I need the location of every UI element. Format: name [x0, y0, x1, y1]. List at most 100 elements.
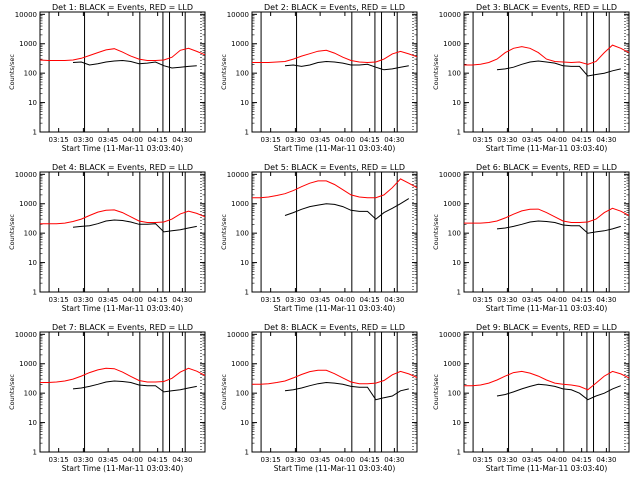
- x-axis-title: Start Time (11-Mar-11 03:03:40): [486, 464, 608, 473]
- x-tick-label: 03:30: [285, 296, 305, 304]
- x-tick-label: 03:30: [285, 136, 305, 144]
- x-tick-label: 03:15: [49, 296, 69, 304]
- y-tick-label: 1: [457, 129, 461, 137]
- y-tick-label: 100: [448, 70, 461, 78]
- x-axis-title: Start Time (11-Mar-11 03:03:40): [274, 144, 396, 153]
- y-tick-label: 10000: [439, 171, 461, 179]
- x-tick-label: 04:00: [335, 136, 355, 144]
- x-tick-label: 03:45: [522, 456, 542, 464]
- y-tick-label: 10: [452, 99, 461, 107]
- x-tick-label: 04:00: [547, 136, 567, 144]
- y-tick-label: 10000: [15, 11, 37, 19]
- y-tick-label: 10: [240, 419, 249, 427]
- x-tick-label: 03:30: [497, 456, 517, 464]
- x-tick-label: 04:00: [335, 456, 355, 464]
- y-tick-label: 10000: [439, 331, 461, 339]
- lld-series-line: [464, 44, 630, 66]
- y-axis-title: Counts/sec: [220, 54, 228, 90]
- y-tick-label: 1000: [231, 360, 249, 368]
- x-tick-label: 03:45: [98, 296, 118, 304]
- x-tick-label: 04:15: [572, 136, 592, 144]
- x-tick-label: 04:00: [123, 296, 143, 304]
- x-tick-label: 04:15: [360, 296, 380, 304]
- plot-frame: [251, 171, 418, 293]
- x-tick-label: 04:15: [148, 456, 168, 464]
- y-tick-label: 10: [452, 259, 461, 267]
- y-tick-label: 10: [452, 419, 461, 427]
- events-series-line: [496, 220, 621, 234]
- x-tick-label: 03:45: [310, 296, 330, 304]
- plot-frame: [39, 11, 206, 133]
- x-axis-title: Start Time (11-Mar-11 03:03:40): [486, 144, 608, 153]
- x-tick-label: 03:30: [73, 296, 93, 304]
- x-tick-label: 03:30: [73, 456, 93, 464]
- y-tick-label: 1: [33, 289, 37, 297]
- y-axis-title: Counts/sec: [8, 214, 16, 250]
- y-axis-title: Counts/sec: [8, 374, 16, 410]
- y-axis-title: Counts/sec: [432, 214, 440, 250]
- y-axis-title: Counts/sec: [8, 54, 16, 90]
- y-tick-label: 1000: [231, 200, 249, 208]
- plot-title: Det 8: BLACK = Events, RED = LLD: [264, 323, 405, 332]
- events-series-line: [72, 380, 197, 393]
- y-tick-label: 10: [240, 99, 249, 107]
- x-tick-label: 04:15: [148, 296, 168, 304]
- x-tick-label: 03:30: [73, 136, 93, 144]
- y-tick-label: 100: [24, 230, 37, 238]
- x-tick-label: 04:30: [172, 136, 192, 144]
- y-tick-label: 10000: [439, 11, 461, 19]
- lld-series-line: [39, 47, 206, 61]
- x-tick-label: 03:45: [522, 296, 542, 304]
- plot-title: Det 3: BLACK = Events, RED = LLD: [476, 3, 617, 12]
- y-tick-label: 1: [245, 289, 249, 297]
- x-tick-label: 04:00: [123, 456, 143, 464]
- x-tick-label: 03:15: [49, 456, 69, 464]
- y-tick-label: 1: [33, 449, 37, 457]
- x-tick-label: 03:30: [285, 456, 305, 464]
- plot-frame: [251, 331, 418, 453]
- y-tick-label: 1000: [231, 40, 249, 48]
- y-tick-label: 10000: [227, 171, 249, 179]
- lld-series-line: [40, 209, 206, 225]
- plot-frame: [463, 171, 630, 293]
- lld-series-line: [464, 370, 630, 391]
- y-tick-label: 10: [28, 259, 37, 267]
- x-tick-label: 04:30: [596, 456, 616, 464]
- plot-frame: [463, 11, 630, 133]
- y-tick-label: 100: [24, 70, 37, 78]
- x-axis-title: Start Time (11-Mar-11 03:03:40): [62, 304, 184, 313]
- x-tick-label: 04:30: [596, 296, 616, 304]
- plot-title: Det 9: BLACK = Events, RED = LLD: [476, 323, 617, 332]
- y-tick-label: 1000: [19, 360, 37, 368]
- y-tick-label: 100: [236, 230, 249, 238]
- x-tick-label: 04:30: [172, 296, 192, 304]
- x-tick-label: 03:15: [473, 456, 493, 464]
- events-series-line: [72, 219, 197, 233]
- y-axis-title: Counts/sec: [432, 374, 440, 410]
- events-series-line: [284, 198, 410, 220]
- y-tick-label: 100: [448, 390, 461, 398]
- y-axis-title: Counts/sec: [220, 214, 228, 250]
- x-tick-label: 04:15: [572, 296, 592, 304]
- x-tick-label: 03:45: [522, 136, 542, 144]
- x-tick-label: 03:15: [261, 456, 281, 464]
- x-tick-label: 03:15: [49, 136, 69, 144]
- x-tick-label: 03:30: [497, 136, 517, 144]
- x-tick-label: 03:30: [497, 296, 517, 304]
- y-tick-label: 1000: [19, 40, 37, 48]
- y-tick-label: 10: [28, 99, 37, 107]
- y-axis-title: Counts/sec: [220, 374, 228, 410]
- events-series-line: [284, 60, 409, 71]
- x-tick-label: 03:45: [310, 136, 330, 144]
- x-tick-label: 03:15: [261, 296, 281, 304]
- events-series-line: [284, 381, 409, 401]
- y-axis-title: Counts/sec: [432, 54, 440, 90]
- y-tick-label: 1: [245, 449, 249, 457]
- y-tick-label: 100: [24, 390, 37, 398]
- plot-title: Det 5: BLACK = Events, RED = LLD: [264, 163, 405, 172]
- plot-frame: [251, 11, 418, 133]
- x-tick-label: 04:15: [360, 456, 380, 464]
- plot-title: Det 7: BLACK = Events, RED = LLD: [52, 323, 193, 332]
- x-tick-label: 04:15: [148, 136, 168, 144]
